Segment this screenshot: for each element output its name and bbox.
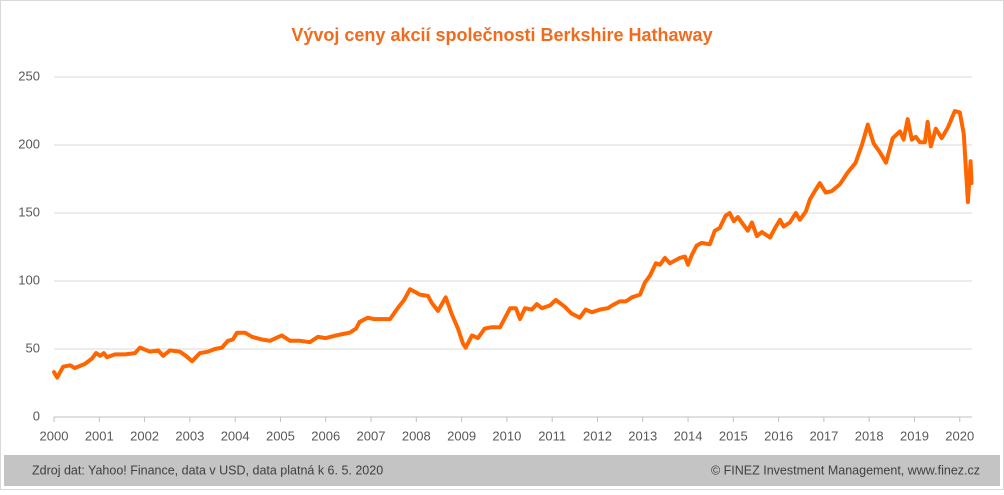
y-tick-label: 150	[18, 204, 40, 219]
x-tick-label: 2000	[40, 428, 69, 443]
x-tick-label: 2016	[764, 428, 793, 443]
price-line	[52, 109, 974, 380]
x-tick-label: 2010	[492, 428, 521, 443]
x-tick-label: 2011	[538, 428, 566, 443]
x-tick-label: 2005	[266, 428, 295, 443]
x-tick-label: 2020	[945, 428, 974, 443]
x-tick-label: 2013	[628, 428, 657, 443]
x-tick-label: 2015	[719, 428, 748, 443]
footer-source: Zdroj dat: Yahoo! Finance, data v USD, d…	[32, 463, 383, 477]
x-tick-label: 2019	[900, 428, 929, 443]
x-tick-label: 2003	[175, 428, 204, 443]
y-tick-label: 250	[18, 68, 40, 83]
x-tick-label: 2001	[85, 428, 114, 443]
footer-bar	[4, 455, 1000, 486]
x-tick-label: 2017	[809, 428, 838, 443]
x-tick-label: 2009	[447, 428, 476, 443]
x-tick-label: 2006	[311, 428, 340, 443]
x-tick-label: 2008	[402, 428, 431, 443]
y-tick-label: 0	[33, 408, 40, 423]
footer-credit: © FINEZ Investment Management, www.finez…	[711, 463, 980, 477]
chart-title: Vývoj ceny akcií společnosti Berkshire H…	[291, 25, 712, 45]
y-tick-label: 200	[18, 136, 40, 151]
y-tick-label: 100	[18, 272, 40, 287]
x-tick-label: 2018	[855, 428, 884, 443]
x-tick-label: 2007	[357, 428, 386, 443]
x-tick-label: 2014	[674, 428, 703, 443]
x-tick-label: 2004	[221, 428, 250, 443]
x-tick-label: 2002	[130, 428, 159, 443]
x-tick-label: 2012	[583, 428, 612, 443]
y-tick-label: 50	[26, 340, 40, 355]
